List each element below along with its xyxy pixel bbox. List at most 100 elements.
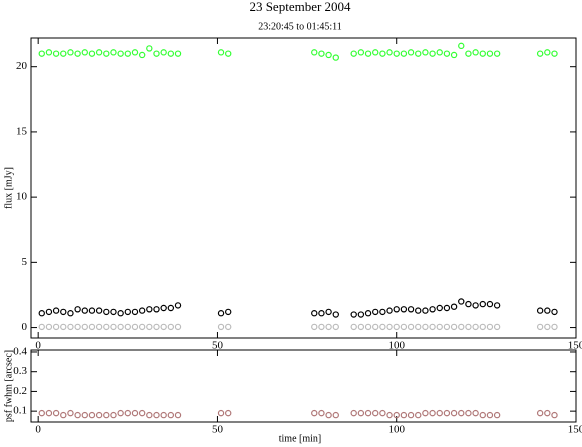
data-point [429, 409, 436, 417]
data-point [110, 308, 117, 316]
data-point [436, 49, 443, 56]
data-point [379, 308, 386, 316]
data-point [110, 49, 117, 56]
data-point [443, 409, 451, 417]
data-point [372, 323, 379, 331]
data-point [386, 323, 393, 331]
data-point [103, 50, 110, 57]
y-tick-label: 0 [22, 321, 28, 333]
data-point [311, 323, 318, 331]
data-point [131, 49, 139, 56]
data-point [493, 323, 501, 331]
data-point [400, 323, 408, 331]
data-point [88, 50, 96, 57]
data-point [138, 51, 146, 59]
data-point [103, 411, 110, 419]
data-point [174, 323, 182, 331]
data-point [536, 323, 544, 331]
data-point [88, 323, 96, 331]
data-point [38, 323, 45, 331]
data-point [138, 307, 146, 314]
data-point [332, 411, 339, 419]
data-point [479, 323, 486, 331]
x-tick-label: 150 [568, 424, 582, 436]
data-point [350, 323, 357, 331]
y-tick-label: 0.1 [13, 405, 27, 417]
data-point [74, 306, 81, 313]
data-point [311, 49, 318, 56]
data-point [458, 323, 465, 331]
data-point [60, 323, 67, 331]
data-point [81, 307, 88, 314]
data-point [318, 310, 325, 317]
data-point [486, 411, 494, 419]
plot-frame [30, 37, 577, 339]
data-point [95, 49, 103, 56]
data-point [110, 323, 117, 331]
x-tick-label: 50 [212, 340, 224, 352]
data-point [551, 411, 558, 419]
data-point [407, 411, 415, 419]
data-point [146, 323, 153, 331]
data-point [544, 307, 551, 314]
data-point [74, 323, 81, 331]
data-point [544, 323, 551, 331]
data-point [160, 304, 167, 312]
data-point [436, 409, 443, 417]
data-point [60, 411, 67, 419]
data-point [379, 409, 386, 417]
data-point [88, 411, 96, 419]
data-point [357, 311, 365, 318]
data-point [472, 49, 479, 56]
data-point [450, 323, 458, 331]
data-point [551, 308, 558, 316]
data-point [393, 306, 400, 313]
x-tick-label: 0 [35, 340, 41, 352]
data-point [450, 303, 458, 310]
data-point [45, 49, 53, 56]
data-point [81, 323, 88, 331]
data-point [74, 411, 81, 419]
data-point [67, 49, 74, 56]
data-point [357, 323, 365, 331]
data-point [325, 51, 332, 59]
data-point [160, 49, 167, 56]
data-point [153, 323, 160, 331]
data-point [458, 298, 465, 305]
data-point [350, 409, 357, 417]
data-point [429, 323, 436, 331]
data-point [174, 302, 182, 309]
y-axis-label: flux [mJy] [3, 167, 14, 209]
data-point [393, 323, 400, 331]
data-point [146, 45, 153, 52]
data-point [95, 323, 103, 331]
y-tick-label: 15 [16, 125, 28, 137]
data-point [443, 50, 451, 57]
data-point [357, 409, 365, 417]
data-point [536, 50, 544, 57]
data-point [38, 50, 45, 57]
data-point [465, 50, 472, 57]
data-point [153, 306, 160, 313]
data-point [146, 411, 153, 419]
data-point [325, 323, 332, 331]
x-tick-label: 150 [568, 340, 582, 352]
data-point [45, 409, 53, 417]
y-axis-label: psf fwhm [arcsec] [3, 350, 14, 422]
data-point [479, 50, 486, 57]
x-tick-label: 0 [35, 424, 41, 436]
data-point [60, 50, 67, 57]
data-point [225, 409, 232, 417]
data-point [422, 49, 429, 56]
data-point [124, 308, 132, 316]
data-point [493, 411, 501, 419]
data-point [364, 409, 372, 417]
data-point [311, 310, 318, 317]
data-point [332, 311, 339, 318]
data-point [486, 323, 494, 331]
data-point [174, 50, 182, 57]
data-point [415, 307, 422, 314]
data-point [167, 304, 175, 312]
data-point [536, 409, 544, 417]
